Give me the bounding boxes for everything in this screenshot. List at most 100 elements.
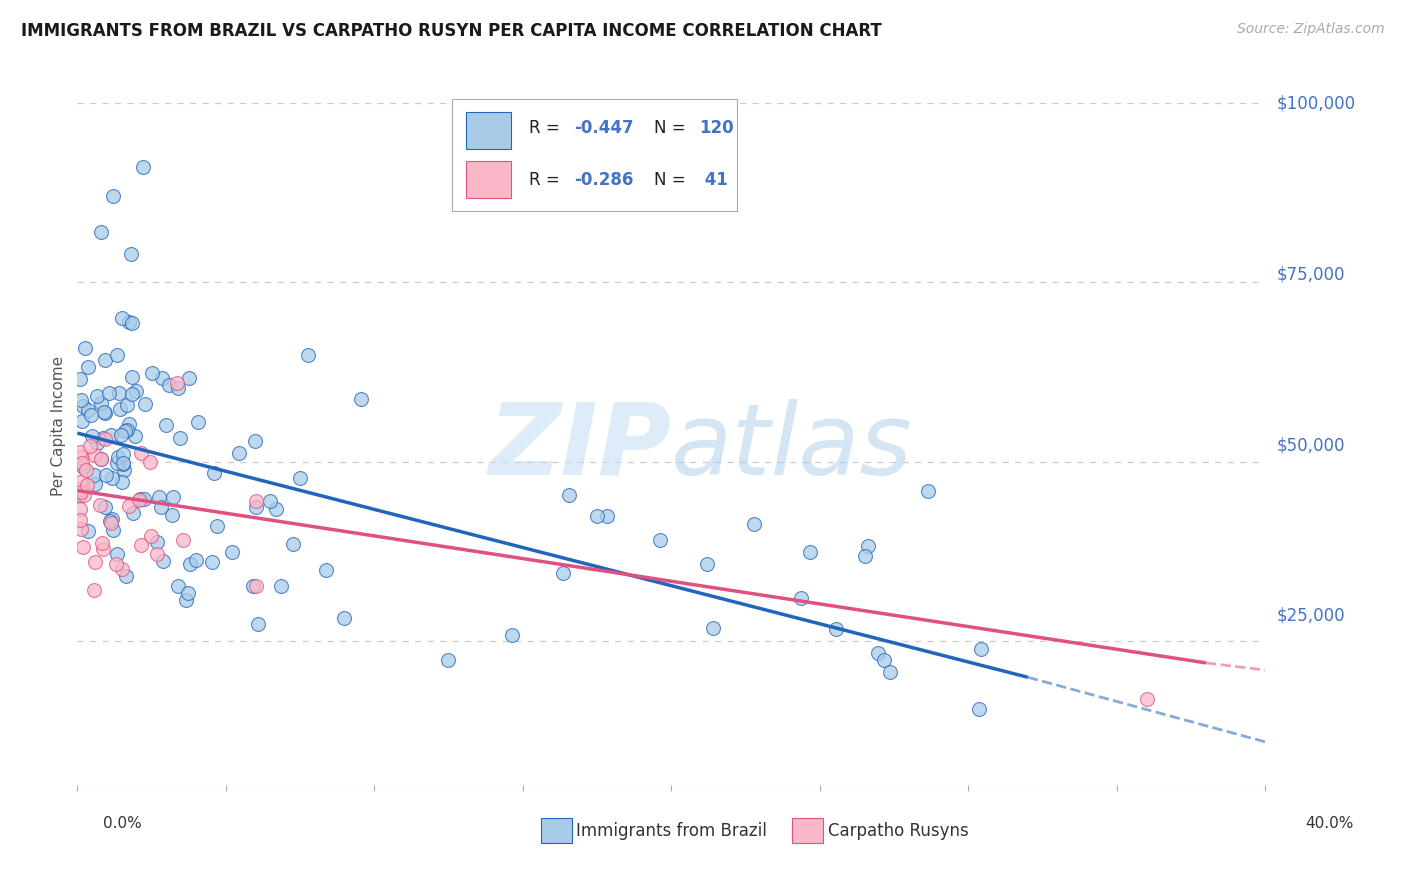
Point — [155, 417, 177, 432]
Point — [73, 341, 96, 355]
Point — [207, 518, 229, 533]
Point — [967, 702, 990, 716]
Text: 41: 41 — [699, 170, 727, 188]
Point — [152, 554, 174, 568]
Point — [86, 436, 108, 450]
Point — [121, 370, 143, 384]
Point — [69, 513, 91, 527]
Point — [128, 492, 150, 507]
Point — [247, 617, 270, 632]
Point — [436, 653, 458, 667]
Point — [84, 448, 107, 462]
Point — [94, 406, 117, 420]
Point — [201, 555, 224, 569]
Point — [112, 463, 135, 477]
Point — [856, 540, 879, 554]
Point — [90, 396, 112, 410]
Point — [333, 611, 356, 625]
Point — [118, 417, 141, 431]
Point — [166, 376, 188, 391]
Text: 120: 120 — [699, 119, 734, 137]
Point — [177, 586, 200, 600]
Point — [121, 316, 143, 330]
Text: N =: N = — [654, 119, 690, 137]
Point — [125, 384, 148, 399]
Point — [105, 456, 128, 470]
Point — [118, 500, 141, 514]
Point — [70, 392, 93, 407]
Point — [69, 372, 91, 386]
Point — [111, 562, 134, 576]
Point — [100, 471, 122, 485]
Point — [107, 450, 129, 464]
Point — [132, 492, 155, 507]
Point — [150, 370, 173, 384]
Text: ZIP: ZIP — [488, 399, 672, 496]
Point — [110, 428, 132, 442]
Point — [124, 428, 146, 442]
Point — [82, 428, 104, 442]
Point — [80, 408, 103, 422]
Point — [120, 246, 142, 260]
Point — [146, 534, 169, 549]
Point — [129, 492, 152, 507]
Text: 0.0%: 0.0% — [103, 816, 142, 831]
Point — [114, 569, 136, 583]
Point — [112, 447, 135, 461]
Point — [281, 536, 304, 550]
Point — [145, 547, 167, 561]
Point — [69, 483, 91, 497]
Point — [101, 189, 124, 203]
Point — [94, 432, 117, 446]
Point — [790, 591, 813, 605]
Point — [77, 524, 100, 538]
Point — [96, 467, 118, 482]
Point — [501, 628, 523, 642]
Point — [141, 366, 163, 380]
FancyBboxPatch shape — [465, 112, 510, 150]
Point — [90, 452, 112, 467]
Point — [167, 381, 190, 395]
Point — [105, 348, 128, 362]
Point — [179, 557, 201, 571]
Text: 40.0%: 40.0% — [1306, 816, 1354, 831]
Point — [259, 494, 281, 508]
Y-axis label: Per Capita Income: Per Capita Income — [51, 356, 66, 496]
Point — [245, 579, 267, 593]
Point — [77, 402, 100, 417]
Point — [98, 515, 121, 529]
Point — [866, 646, 889, 660]
Point — [69, 445, 91, 459]
Text: Source: ZipAtlas.com: Source: ZipAtlas.com — [1237, 22, 1385, 37]
Point — [100, 516, 122, 531]
Point — [696, 557, 718, 571]
Point — [121, 387, 143, 401]
Point — [93, 405, 115, 419]
Point — [69, 502, 91, 516]
Point — [162, 490, 184, 504]
Text: R =: R = — [529, 119, 565, 137]
Point — [160, 508, 183, 522]
Point — [824, 622, 846, 636]
Point — [70, 456, 93, 470]
Point — [315, 563, 337, 577]
Point — [139, 455, 162, 469]
Point — [551, 566, 574, 581]
Point — [105, 557, 128, 571]
Point — [202, 466, 225, 480]
Point — [111, 475, 134, 489]
Text: -0.286: -0.286 — [574, 170, 633, 188]
Point — [245, 500, 267, 514]
Point — [72, 400, 94, 414]
Point — [245, 493, 267, 508]
Point — [121, 506, 143, 520]
Point — [297, 348, 319, 362]
Point — [93, 500, 115, 515]
Text: N =: N = — [654, 170, 690, 188]
Point — [89, 498, 111, 512]
Point — [157, 377, 180, 392]
Point — [586, 509, 609, 524]
Text: IMMIGRANTS FROM BRAZIL VS CARPATHO RUSYN PER CAPITA INCOME CORRELATION CHART: IMMIGRANTS FROM BRAZIL VS CARPATHO RUSYN… — [21, 22, 882, 40]
Point — [166, 579, 188, 593]
Point — [111, 457, 134, 471]
